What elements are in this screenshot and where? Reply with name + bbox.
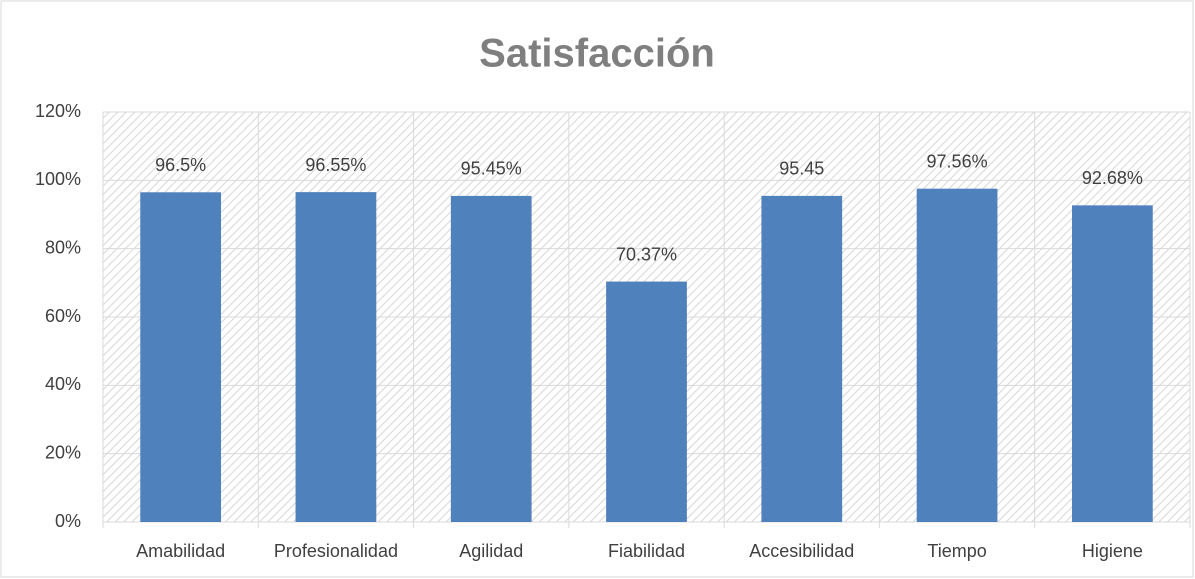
x-tick-label: Accesibilidad — [749, 541, 854, 561]
bar — [606, 281, 687, 522]
y-tick-label: 80% — [45, 237, 81, 257]
y-tick-label: 20% — [45, 442, 81, 462]
bar — [761, 195, 843, 523]
bar — [295, 192, 377, 522]
x-tick-label: Agilidad — [459, 541, 523, 561]
x-tick-label: Fiabilidad — [608, 541, 685, 561]
data-label: 95.45 — [779, 159, 824, 179]
data-label: 96.5% — [155, 155, 206, 175]
y-tick-label: 100% — [35, 169, 81, 189]
data-label: 92.68% — [1082, 168, 1143, 188]
bar — [450, 195, 532, 523]
data-label: 97.56% — [927, 151, 988, 171]
x-tick-label: Amabilidad — [136, 541, 225, 561]
data-label: 70.37% — [616, 244, 677, 264]
x-tick-label: Profesionalidad — [274, 541, 398, 561]
bar — [916, 188, 998, 523]
y-tick-label: 60% — [45, 306, 81, 326]
bar — [1071, 205, 1153, 523]
data-label: 96.55% — [305, 155, 366, 175]
y-tick-label: 40% — [45, 374, 81, 394]
x-tick-label: Tiempo — [927, 541, 986, 561]
data-label: 95.45% — [461, 159, 522, 179]
y-tick-label: 0% — [55, 511, 81, 531]
chart-title: Satisfacción — [479, 32, 715, 76]
bar — [140, 192, 222, 522]
x-tick-label: Higiene — [1082, 541, 1143, 561]
y-tick-label: 120% — [35, 101, 81, 121]
